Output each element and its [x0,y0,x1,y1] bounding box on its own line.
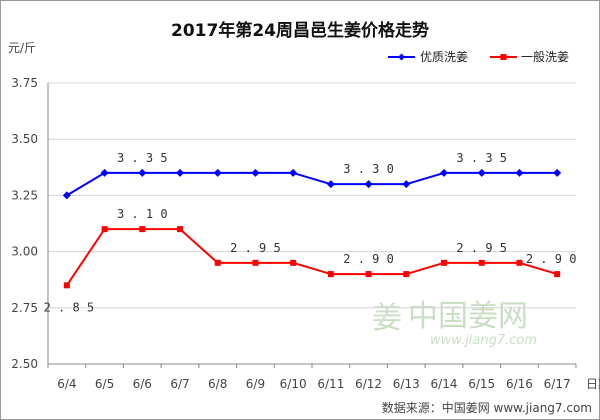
x-tick-label: 6/6 [133,377,152,391]
data-label: 3 . 3 5 [117,151,168,165]
y-axis-unit: 元/斤 [8,41,36,55]
x-tick-label: 6/16 [506,377,533,391]
x-tick-label: 6/8 [208,377,227,391]
x-axis-label: 日期 [586,377,600,391]
data-label: 2 . 8 5 [44,300,95,314]
y-tick-label: 3.50 [11,132,38,146]
data-point-premium [326,180,335,189]
data-point-regular [252,259,259,266]
legend-label-premium: 优质洗姜 [420,50,468,64]
data-point-regular [554,271,561,278]
data-point-regular [478,259,485,266]
x-tick-label: 6/10 [280,377,307,391]
watermark-logo-glyph: 姜 [372,301,402,336]
x-tick-label: 6/15 [468,377,495,391]
data-label: 3 . 1 0 [117,207,168,221]
source-note: 数据来源：中国姜网 www.jiang7.com [382,400,592,415]
data-point-regular [214,259,221,266]
data-label: 2 . 9 0 [343,252,394,266]
x-tick-label: 6/7 [170,377,189,391]
data-point-regular [290,259,297,266]
watermark-url: www.jiang7.com [430,333,537,348]
y-tick-label: 2.50 [11,357,38,371]
data-label: 3 . 3 5 [456,151,507,165]
y-tick-label: 3.25 [11,188,38,202]
x-tick-label: 6/5 [95,377,114,391]
x-tick-label: 6/17 [544,377,571,391]
data-point-premium [176,168,184,177]
legend: 优质洗姜 一般洗姜 [388,49,569,64]
x-tick-label: 6/12 [355,377,382,391]
data-point-premium [62,191,71,200]
plot-area: 2.50 2.75 3.00 3.25 3.50 3.75 6/4 6/5 6/6 6/7 6/8 6… [11,76,600,391]
data-point-premium [364,180,373,189]
data-point-regular [365,271,372,278]
data-point-premium [553,168,562,177]
data-point-premium [213,168,222,177]
data-point-regular [177,226,183,233]
data-point-premium [515,168,524,177]
x-tick-label: 6/13 [393,377,420,391]
data-label: 2 . 9 5 [230,241,281,255]
data-point-premium [440,168,448,177]
data-label: 2 . 9 5 [456,241,507,255]
data-point-regular [327,271,334,278]
data-point-regular [516,259,523,266]
data-label: 2 . 9 0 [526,252,577,266]
watermark: 姜 中国姜网 www.jiang7.com [372,299,537,348]
data-point-regular [63,282,70,289]
series-line-regular [66,228,558,286]
y-tick-label: 2.75 [11,301,38,315]
data-point-premium [477,168,486,177]
watermark-text: 中国姜网 [408,299,528,334]
chart-title: 2017年第24周昌邑生姜价格走势 [171,20,429,41]
y-tick-label: 3.75 [11,76,38,90]
x-tick-label: 6/9 [246,377,265,391]
data-point-premium [100,168,109,177]
x-tick-label: 6/4 [57,377,76,391]
legend-marker-regular [500,54,507,60]
data-point-premium [402,180,411,189]
data-point-regular [139,226,146,233]
legend-item-premium[interactable]: 优质洗姜 [388,50,468,64]
data-point-regular [441,259,447,266]
x-tick-label: 6/14 [431,377,458,391]
x-tick-label: 6/11 [317,377,344,391]
legend-item-regular[interactable]: 一般洗姜 [490,49,569,64]
data-point-premium [289,168,298,177]
data-label: 3 . 3 0 [343,162,394,176]
data-point-regular [101,226,108,233]
series-line-premium [66,171,558,197]
y-tick-label: 3.00 [11,245,38,259]
legend-label-regular: 一般洗姜 [521,49,569,64]
legend-marker-premium [398,53,405,61]
data-point-premium [138,168,147,177]
data-point-premium [251,168,260,177]
data-point-regular [403,271,410,278]
